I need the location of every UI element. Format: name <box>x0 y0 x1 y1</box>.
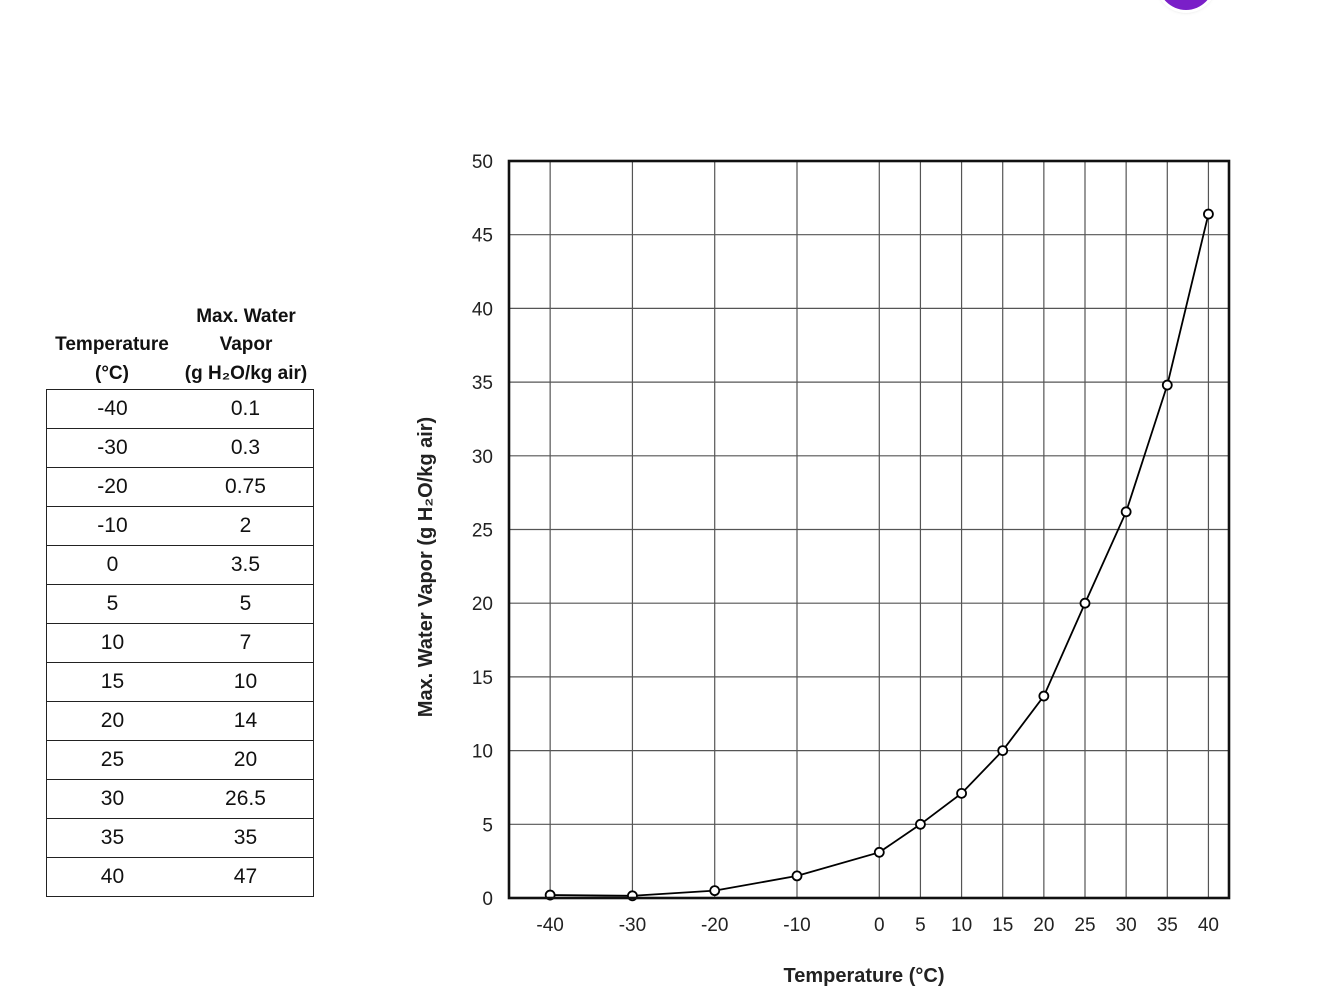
y-tick-label: 40 <box>472 299 493 320</box>
data-table: -40 0.1 -30 0.3 -20 0.75 -10 2 0 3.5 5 5 10 7 15 10 20 14… <box>46 389 314 897</box>
cell-water-vapor: 35 <box>177 818 314 858</box>
x-tick-label: 5 <box>915 915 926 936</box>
x-tick-label: 25 <box>1074 915 1095 936</box>
y-tick-label: 0 <box>482 889 493 910</box>
table-row: 10 7 <box>46 623 314 663</box>
cell-water-vapor: 2 <box>177 506 314 546</box>
data-point <box>1203 208 1214 220</box>
data-point <box>1161 379 1173 391</box>
y-tick-label: 25 <box>472 521 493 542</box>
data-point <box>997 745 1009 756</box>
cell-temperature: 15 <box>46 662 178 702</box>
cell-water-vapor: 26.5 <box>177 779 314 819</box>
cell-temperature: 10 <box>46 623 178 663</box>
cell-temperature: 40 <box>46 857 178 897</box>
x-tick-label: -20 <box>701 915 728 936</box>
x-tick-label: -10 <box>783 915 810 936</box>
cell-temperature: 25 <box>46 740 178 780</box>
y-tick-label: 5 <box>482 815 493 836</box>
cell-water-vapor: 47 <box>177 857 314 897</box>
cell-temperature: 5 <box>46 584 178 624</box>
plot-border <box>507 159 1231 900</box>
data-table-panel: Temperature (°C) Max. Water Vapor (g H₂O… <box>46 296 314 897</box>
y-axis-title: Max. Water Vapor (g H₂O/kg air) <box>415 417 437 717</box>
x-tick-label: 15 <box>992 915 1013 936</box>
table-row: 20 14 <box>46 701 314 741</box>
data-point <box>873 846 885 858</box>
x-tick-label: -40 <box>536 915 563 936</box>
data-point <box>1038 690 1050 702</box>
cell-temperature: -40 <box>46 389 178 429</box>
x-tick-label: 20 <box>1033 915 1054 936</box>
x-tick-label: 35 <box>1157 915 1178 936</box>
cell-water-vapor: 14 <box>177 701 314 741</box>
y-tick-label: 15 <box>472 668 493 689</box>
avatar[interactable] <box>1158 0 1214 10</box>
y-tick-label: 50 <box>472 152 493 173</box>
cell-temperature: -20 <box>46 467 178 507</box>
cell-water-vapor: 0.75 <box>177 467 314 507</box>
data-point <box>956 787 967 799</box>
table-row: -10 2 <box>46 506 314 546</box>
data-point <box>1079 597 1091 609</box>
y-tick-label: 45 <box>472 226 493 247</box>
table-header: Temperature (°C) Max. Water Vapor (g H₂O… <box>46 296 314 388</box>
data-point <box>791 870 803 882</box>
cell-temperature: 30 <box>46 779 178 819</box>
plot-frame <box>507 159 1231 900</box>
table-row: -20 0.75 <box>46 467 314 507</box>
cell-temperature: 20 <box>46 701 178 741</box>
header-temperature: Temperature (°C) <box>55 334 169 384</box>
data-point <box>709 885 721 897</box>
table-row: 25 20 <box>46 740 314 780</box>
y-tick-label: 10 <box>472 742 493 763</box>
table-row: -30 0.3 <box>46 428 314 468</box>
y-axis-ticks: 0 5 10 15 20 25 30 35 40 45 50 <box>472 152 493 910</box>
x-tick-label: 40 <box>1198 915 1219 936</box>
x-axis-ticks: -40 -30 -20 -10 0 5 10 15 20 25 30 35 40 <box>536 915 1219 936</box>
cell-temperature: -30 <box>46 428 178 468</box>
table-row: -40 0.1 <box>46 389 314 429</box>
x-axis-title: Temperature (°C) <box>784 965 945 987</box>
x-tick-label: 30 <box>1116 915 1137 936</box>
cell-water-vapor: 5 <box>177 584 314 624</box>
cell-temperature: 0 <box>46 545 178 585</box>
cell-water-vapor: 20 <box>177 740 314 780</box>
cell-water-vapor: 3.5 <box>177 545 314 585</box>
cell-water-vapor: 7 <box>177 623 314 663</box>
x-tick-label: -30 <box>619 915 646 936</box>
series-line <box>544 208 1214 902</box>
cell-water-vapor: 0.1 <box>177 389 314 429</box>
table-row: 35 35 <box>46 818 314 858</box>
data-point <box>915 818 926 830</box>
data-point <box>1120 506 1132 518</box>
y-tick-label: 20 <box>472 594 493 615</box>
header-water-vapor: Max. Water Vapor (g H₂O/kg air) <box>184 305 308 384</box>
x-tick-label: 0 <box>874 915 885 936</box>
cell-temperature: 35 <box>46 818 178 858</box>
y-tick-label: 35 <box>472 373 493 394</box>
x-tick-label: 10 <box>951 915 972 936</box>
table-row: 0 3.5 <box>46 545 314 585</box>
cell-temperature: -10 <box>46 506 178 546</box>
table-row: 40 47 <box>46 857 314 897</box>
table-row: 30 26.5 <box>46 779 314 819</box>
y-tick-label: 30 <box>472 447 493 468</box>
cell-water-vapor: 0.3 <box>177 428 314 468</box>
cell-water-vapor: 10 <box>177 662 314 702</box>
grid-lines <box>509 160 1229 899</box>
table-row: 15 10 <box>46 662 314 702</box>
